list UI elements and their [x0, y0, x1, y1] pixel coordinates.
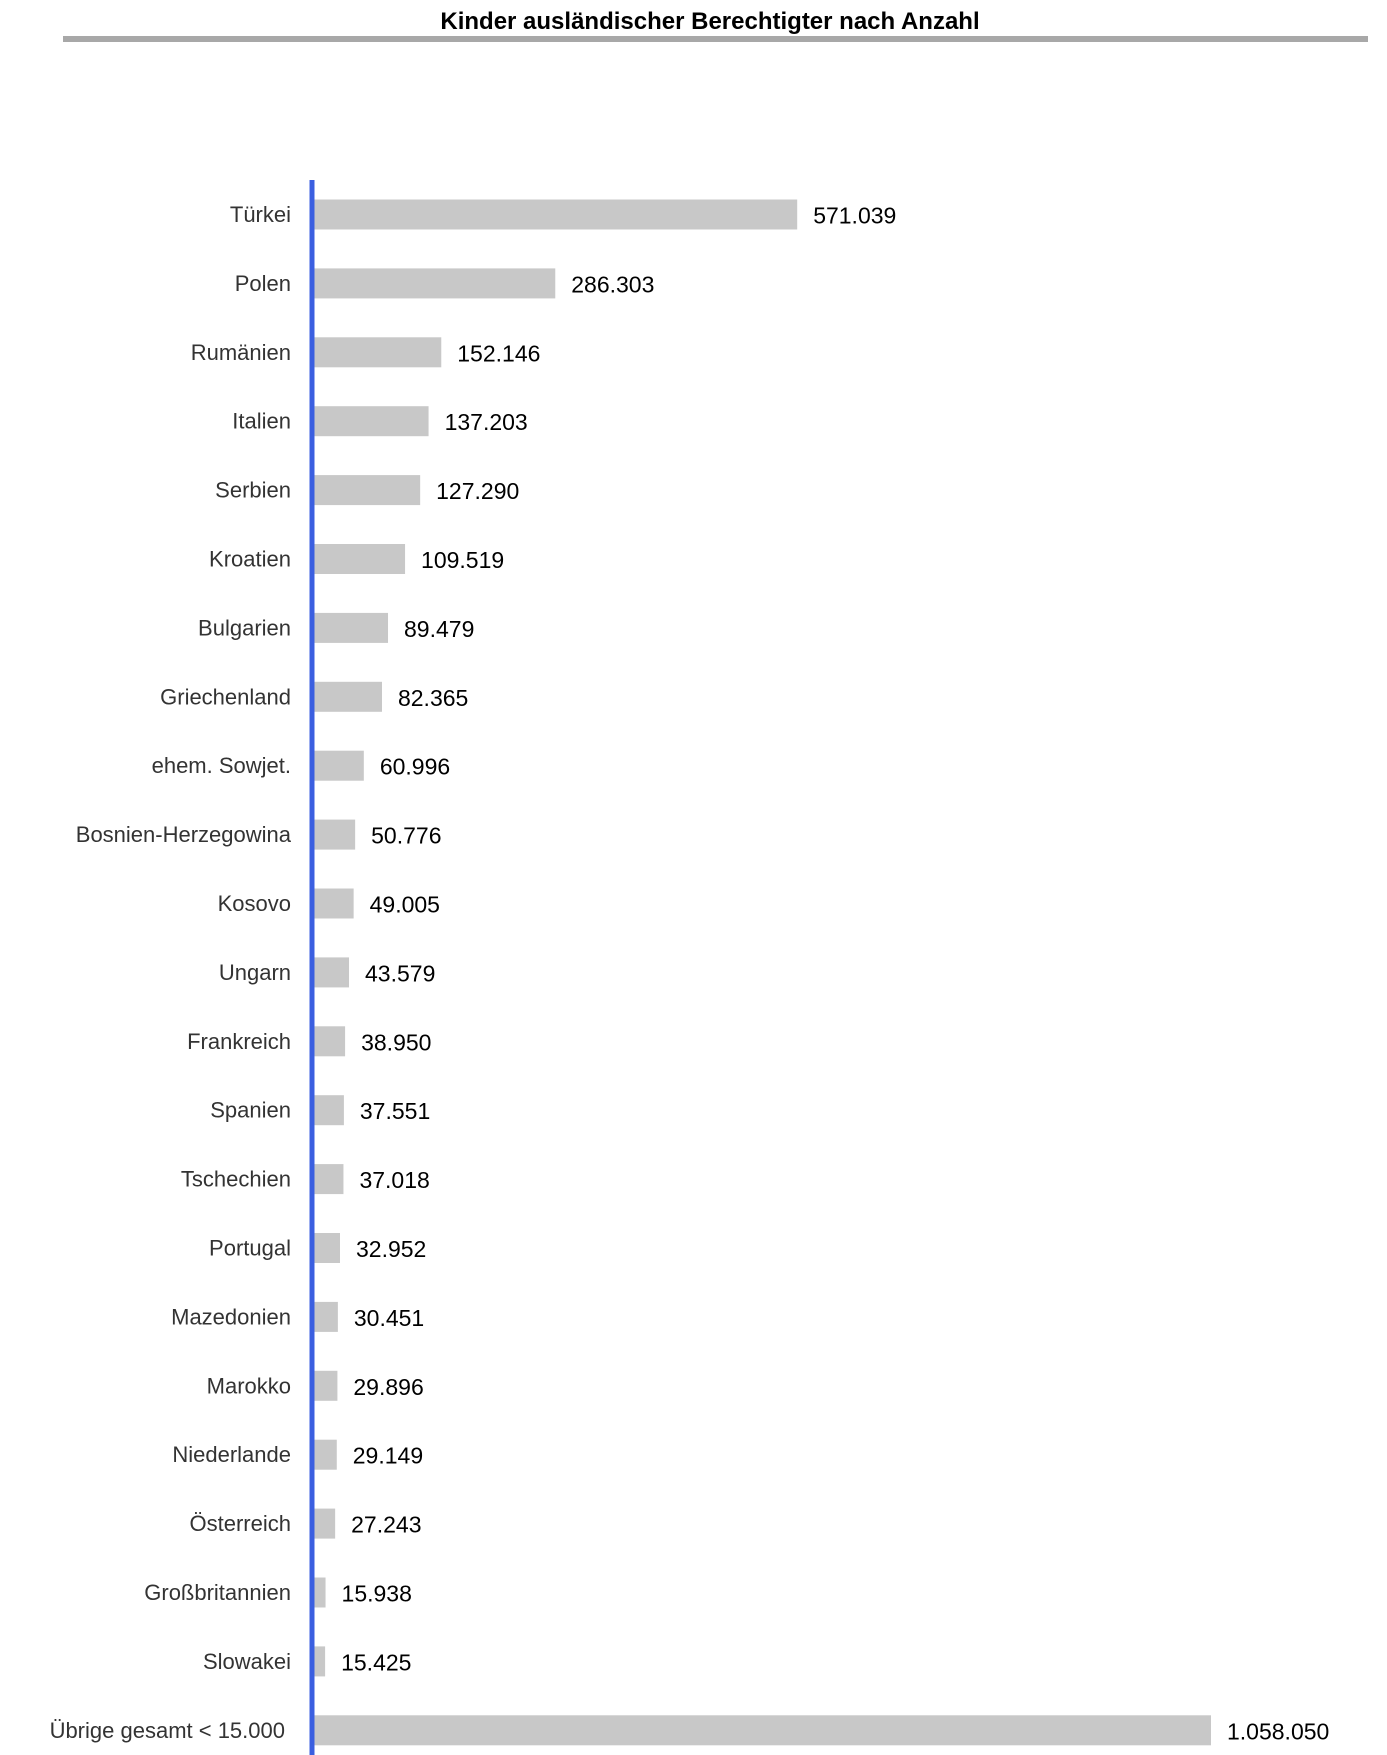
bars-group	[312, 199, 1211, 1746]
category-label: Rumänien	[191, 340, 291, 365]
value-label: 37.551	[360, 1098, 430, 1124]
value-label: 38.950	[361, 1029, 431, 1055]
bar	[312, 268, 556, 299]
category-label: Frankreich	[187, 1029, 291, 1054]
value-label: 32.952	[356, 1236, 426, 1262]
category-label: Niederlande	[172, 1442, 291, 1467]
bar	[312, 1233, 340, 1263]
bar	[312, 819, 356, 850]
category-label: Ungarn	[219, 960, 291, 985]
chart-title: Kinder ausländischer Berechtigter nach A…	[440, 8, 980, 35]
value-label: 60.996	[380, 754, 450, 780]
category-labels-group: Türkei Polen Rumänien Italien Serbien Kroatie…	[50, 202, 292, 1743]
value-label: 15.938	[342, 1581, 412, 1607]
value-label: 571.039	[813, 203, 896, 229]
value-label: 109.519	[421, 547, 504, 573]
category-label: Italien	[232, 409, 291, 434]
bar	[312, 1301, 338, 1332]
category-label: Bosnien-Herzegowina	[76, 822, 292, 847]
value-label: 30.451	[354, 1305, 424, 1331]
bar	[312, 1439, 337, 1470]
category-label: ehem. Sowjet.	[152, 753, 291, 778]
category-label: Großbritannien	[144, 1580, 291, 1605]
value-label: 82.365	[398, 685, 468, 711]
category-label: Kosovo	[218, 891, 291, 916]
value-label: 29.149	[353, 1443, 423, 1469]
bar	[312, 544, 406, 574]
bar	[312, 1026, 346, 1057]
value-label: 1.058.050	[1227, 1718, 1329, 1744]
category-label: Österreich	[190, 1511, 291, 1536]
category-label: Tschechien	[181, 1167, 291, 1192]
category-label: Mazedonien	[171, 1304, 291, 1329]
value-label: 137.203	[445, 409, 528, 435]
bar	[312, 406, 429, 437]
category-label: Slowakei	[203, 1649, 291, 1674]
value-label: 15.425	[341, 1649, 411, 1675]
bar	[312, 681, 382, 712]
bar	[312, 199, 798, 230]
category-label: Polen	[235, 271, 291, 296]
value-label: 49.005	[370, 892, 440, 918]
category-label: Serbien	[215, 478, 291, 503]
value-label: 152.146	[457, 340, 540, 366]
value-label: 286.303	[571, 271, 654, 297]
value-label: 27.243	[351, 1512, 421, 1538]
bar	[312, 337, 442, 368]
value-label: 127.290	[436, 478, 519, 504]
bar	[312, 957, 350, 988]
category-label: Türkei	[230, 202, 291, 227]
bar	[312, 1508, 336, 1539]
bar	[312, 750, 364, 781]
bar	[312, 475, 421, 506]
bar	[312, 888, 354, 919]
bar	[312, 1164, 344, 1195]
bar	[312, 612, 389, 643]
value-label: 29.896	[353, 1374, 423, 1400]
category-label: Spanien	[210, 1098, 291, 1123]
category-label: Griechenland	[160, 684, 291, 709]
category-label: Bulgarien	[198, 615, 291, 640]
value-label: 37.018	[359, 1167, 429, 1193]
category-label: Übrige gesamt < 15.000	[50, 1718, 285, 1743]
category-label: Portugal	[209, 1236, 291, 1261]
bar	[312, 1715, 1211, 1746]
category-label: Marokko	[207, 1373, 291, 1398]
category-label: Kroatien	[209, 547, 291, 572]
title-rule	[63, 36, 1368, 42]
bar	[312, 1646, 326, 1677]
bar	[312, 1577, 326, 1608]
value-label: 43.579	[365, 960, 435, 986]
bar	[312, 1095, 344, 1126]
value-labels-group: 571.039 286.303 152.146 137.203 127.290 109.5…	[341, 203, 1329, 1745]
value-label: 89.479	[404, 616, 474, 642]
value-label: 50.776	[371, 823, 441, 849]
bar	[312, 1370, 338, 1401]
